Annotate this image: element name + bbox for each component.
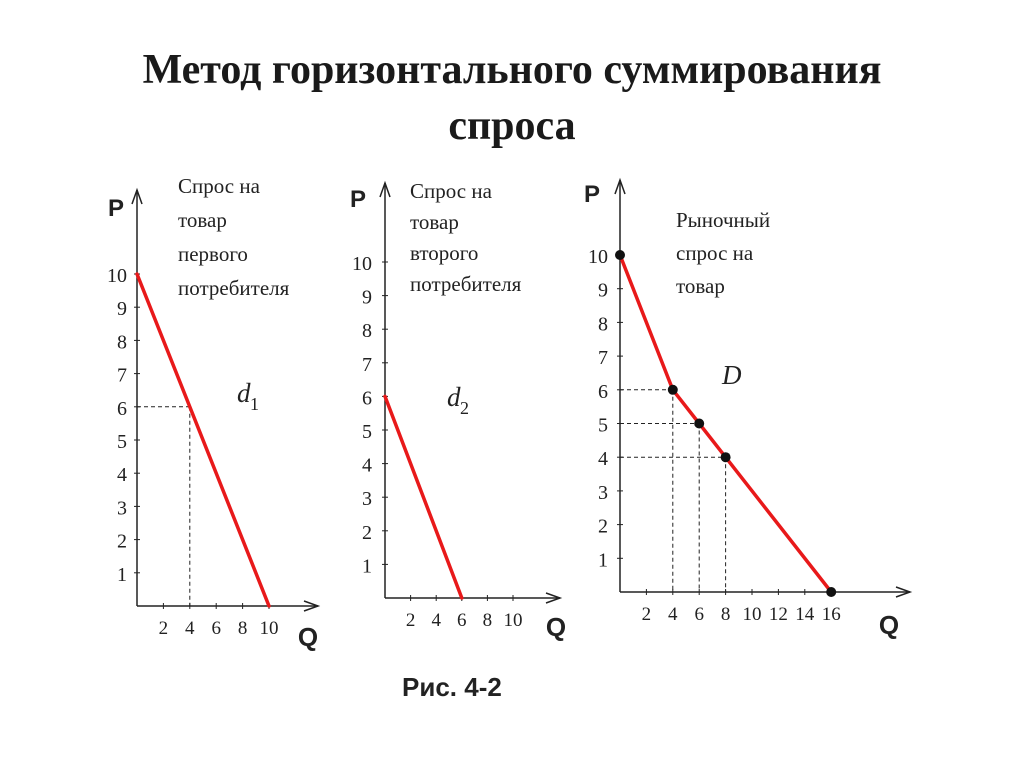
x-tick-label: 4 bbox=[185, 618, 195, 639]
legend-line: Спрос на bbox=[410, 179, 493, 203]
page-title: Метод горизонтального суммирования спрос… bbox=[0, 42, 1024, 154]
x-tick-label: 2 bbox=[642, 604, 652, 625]
legend-line: товар bbox=[178, 208, 227, 232]
x-tick-label: 10 bbox=[260, 618, 279, 639]
y-tick-label: 8 bbox=[362, 320, 372, 342]
curve-point bbox=[694, 418, 705, 429]
y-tick-label: 9 bbox=[362, 287, 372, 309]
legend-line: второго bbox=[410, 241, 478, 265]
curve-label-subscript: 2 bbox=[460, 398, 469, 418]
demand-curve bbox=[135, 272, 271, 608]
y-tick-label: 2 bbox=[362, 522, 372, 544]
x-tick-label: 8 bbox=[721, 604, 731, 625]
y-tick-label: 8 bbox=[117, 331, 127, 353]
y-axis-label: P bbox=[108, 195, 124, 222]
y-tick-label: 5 bbox=[362, 421, 372, 443]
curve-point bbox=[720, 452, 731, 463]
curve-point bbox=[615, 250, 625, 260]
y-tick-label: 1 bbox=[117, 564, 127, 586]
y-tick-label: 1 bbox=[362, 555, 372, 577]
y-tick-label: 5 bbox=[117, 431, 127, 453]
legend-line: потребителя bbox=[178, 276, 290, 300]
legend-line: товар bbox=[410, 210, 459, 234]
y-tick-label: 3 bbox=[117, 497, 127, 519]
legend-line: спрос на bbox=[676, 241, 754, 265]
y-tick-label: 9 bbox=[117, 298, 127, 320]
y-tick-label: 4 bbox=[117, 464, 127, 486]
y-tick-label: 7 bbox=[362, 354, 372, 376]
x-tick-label: 10 bbox=[504, 610, 523, 631]
x-tick-label: 14 bbox=[795, 604, 815, 625]
y-tick-label: 10 bbox=[352, 253, 372, 275]
curve-label: d bbox=[447, 382, 461, 412]
legend-line: товар bbox=[676, 274, 725, 298]
y-tick-label: 6 bbox=[362, 387, 372, 409]
y-tick-label: 4 bbox=[362, 455, 372, 477]
legend-line: потребителя bbox=[410, 272, 522, 296]
y-tick-label: 6 bbox=[598, 381, 608, 403]
y-axis-arrow bbox=[131, 187, 143, 205]
legend-line: первого bbox=[178, 242, 248, 266]
y-tick-label: 3 bbox=[598, 482, 608, 504]
y-tick-label: 10 bbox=[588, 246, 608, 268]
figure-caption: Рис. 4-2 bbox=[402, 672, 502, 702]
curve-point bbox=[826, 587, 837, 597]
curve-label: D bbox=[721, 360, 742, 390]
legend-line: Спрос на bbox=[178, 174, 261, 198]
x-tick-label: 4 bbox=[668, 604, 678, 625]
y-tick-label: 7 bbox=[117, 365, 127, 387]
y-tick-label: 5 bbox=[598, 415, 608, 437]
legend-line: Рыночный bbox=[676, 208, 770, 232]
y-tick-label: 7 bbox=[598, 347, 608, 369]
x-tick-label: 2 bbox=[406, 610, 416, 631]
y-tick-label: 8 bbox=[598, 313, 608, 335]
y-tick-label: 3 bbox=[362, 488, 372, 510]
y-axis-arrow bbox=[379, 180, 391, 198]
x-tick-label: 16 bbox=[822, 604, 841, 625]
x-axis-arrow bbox=[895, 586, 913, 598]
x-axis-label: Q bbox=[546, 612, 566, 642]
demand-curve bbox=[383, 394, 464, 600]
x-tick-label: 8 bbox=[483, 610, 493, 631]
curve-label-subscript: 1 bbox=[250, 394, 259, 414]
y-tick-label: 1 bbox=[598, 549, 608, 571]
y-axis-arrow bbox=[614, 177, 626, 195]
x-axis-label: Q bbox=[879, 610, 899, 640]
y-axis-label: P bbox=[350, 186, 366, 213]
x-tick-label: 10 bbox=[743, 604, 762, 625]
x-tick-label: 2 bbox=[159, 618, 169, 639]
x-axis-label: Q bbox=[298, 622, 318, 652]
x-tick-label: 6 bbox=[211, 618, 221, 639]
y-tick-label: 2 bbox=[117, 531, 127, 553]
title-line-1: Метод горизонтального суммирования bbox=[142, 47, 882, 93]
curve-label: d bbox=[237, 378, 251, 408]
x-tick-label: 4 bbox=[431, 610, 441, 631]
x-axis-arrow bbox=[303, 600, 321, 612]
y-tick-label: 2 bbox=[598, 516, 608, 538]
x-tick-label: 6 bbox=[457, 610, 467, 631]
y-tick-label: 6 bbox=[117, 398, 127, 420]
x-tick-label: 8 bbox=[238, 618, 248, 639]
x-tick-label: 12 bbox=[769, 604, 788, 625]
y-axis-label: P bbox=[584, 181, 600, 208]
x-tick-label: 6 bbox=[694, 604, 704, 625]
y-tick-label: 10 bbox=[107, 265, 127, 287]
y-tick-label: 9 bbox=[598, 280, 608, 302]
y-tick-label: 4 bbox=[598, 448, 608, 470]
title-line-2: спроса bbox=[448, 103, 576, 149]
x-axis-arrow bbox=[545, 592, 563, 604]
curve-point bbox=[667, 384, 678, 395]
